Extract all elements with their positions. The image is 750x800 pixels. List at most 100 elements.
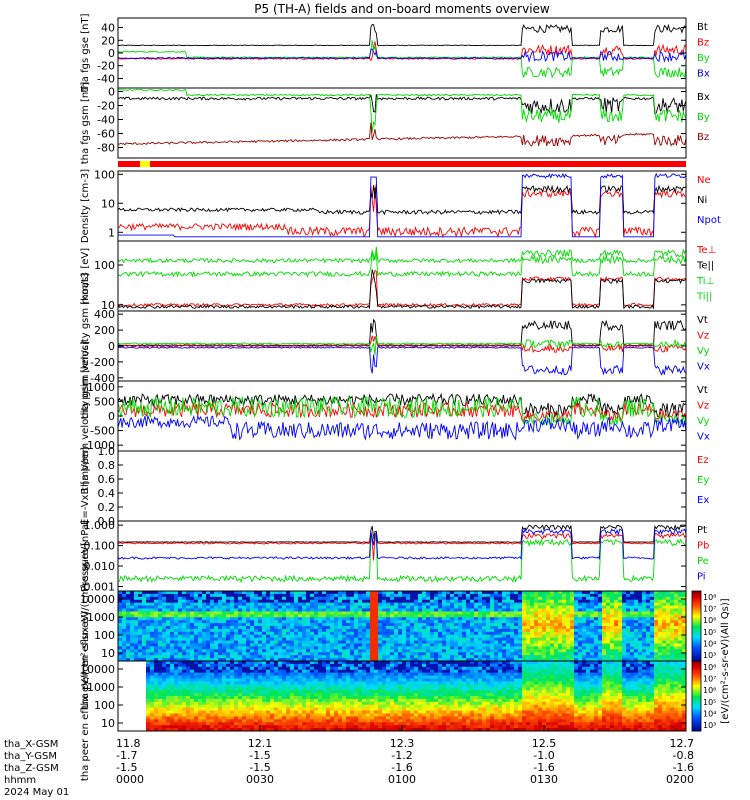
colorbar-tick-label: 10⁴ [703,639,716,648]
y-tick-label: 0.2 [98,501,116,514]
x-axis-row-label: hhmm [4,775,36,786]
y-tick-label: -20 [97,60,115,73]
series-line-temperature-1 [118,269,686,310]
x-tick-label: -1.5 [116,761,137,774]
y-axis-label: tha fgs gsm [nT] [80,82,91,165]
colorbar-label: [eV/(cm²-s-sr-eV)(All Qs)] [720,598,731,723]
series-line-density-1 [118,184,686,216]
colorbar: 10⁸ 10⁷ 10⁶ 10⁵ 10⁴ 10³ 10⁸ 10⁷ 10⁶ 10⁵ 10⁴ 10³ [eV/… [691,590,731,732]
x-tick-label: -1.5 [249,749,270,762]
x-tick-label: -1.6 [673,761,694,774]
x-tick-label: -1.7 [116,749,137,762]
legend-entry: Ex [697,495,709,506]
legend-entry: Vt [697,315,708,326]
legend-entry: Npot [697,215,721,226]
y-tick-label: 1000 [87,381,115,394]
panel-peir_en_eflux: 10000 1000 100 10 tha peir en eflux eV/(cm²-… [80,542,687,709]
y-tick-label: 100 [94,259,115,272]
x-axis: tha_X-GSM 11.8 12.1 12.3 12.5 12.7 tha_Y-GSM -1… [4,725,694,798]
figure-title: P5 (TH-A) fields and on-board moments ov… [254,2,550,16]
series-line-temperature-3 [118,251,686,278]
y-tick-label: 0.0 [98,515,116,528]
x-tick-label: 0000 [116,773,144,786]
legend-entry: Bx [697,92,710,103]
x-tick-label: -1.5 [249,761,270,774]
legend-entry: Pb [697,541,709,552]
y-tick-label: 40 [101,22,115,35]
y-tick-label: 10000 [80,663,115,676]
y-tick-label: 500 [94,395,115,408]
y-axis-label: E=-VxB [mV/m] [80,447,91,525]
x-axis-row-label: tha_Y-GSM [4,751,57,762]
colorbar-tick-label: 10⁴ [703,709,716,718]
y-tick-label: 0.4 [98,487,116,500]
y-tick-label: 0.010 [84,560,116,573]
y-axis-label: moat3 [eV] [80,248,91,304]
legend-entry: Vz [697,401,709,412]
legend-entry: Pe [697,556,709,567]
y-tick-label: -80 [97,142,115,155]
series-line-peem_velocity-3 [118,414,686,441]
y-tick-label: 0 [108,86,115,99]
y-tick-label: -20 [97,100,115,113]
colorbar-tick-label: 10⁷ [703,605,716,614]
colorbar-electron: 10⁸ 10⁷ 10⁶ 10⁵ 10⁴ 10³ [691,660,716,732]
series-line-fgs_gse-1 [118,41,686,62]
legend-entry: By [697,53,710,64]
series-line-temperature-0 [118,269,686,308]
legend-entry: Ti⊥ [696,276,714,287]
y-tick-label: 400 [94,308,115,321]
panel-efield: 1.00.80.60.40.20.0 E=-VxB [mV/m] Ez Ey Ex [80,445,709,528]
legend-entry: Vz [697,331,709,342]
series-line-fgs_gsm-2 [118,122,686,147]
legend-entry: Vx [697,432,710,443]
y-tick-label: 0 [108,410,115,423]
x-tick-label: -1.6 [533,761,554,774]
legend-entry: Te⊥ [696,245,716,256]
panel-frame [117,87,687,159]
legend-entry: Bz [697,132,709,143]
colorbar-tick-label: 10⁶ [703,686,716,695]
series-line-temperature-2 [118,246,686,264]
series-line-peim_velocity-1 [118,335,686,353]
series-line-pressure-3 [118,528,686,561]
y-tick-label: 1000 [87,611,115,624]
y-tick-label: 0 [108,340,115,353]
series-line-pressure-0 [118,524,686,543]
colorbar-tick-label: 10³ [703,651,716,660]
series-line-fgs_gsm-0 [118,93,686,115]
y-axis-label: tha peim velocity gsm [km/s] [80,273,91,420]
series-line-peim_velocity-3 [118,346,686,376]
y-tick-label: 1.0 [98,445,116,458]
y-tick-label: 1 [108,226,115,239]
colorbar-tick-label: 10⁷ [703,675,716,684]
series-line-peim_velocity-0 [118,318,686,347]
legend-entry: Bx [697,69,710,80]
colorbar-tick-label: 10⁵ [703,628,716,637]
legend-entry: Bt [697,22,708,33]
legend-entry: Vy [697,416,710,427]
legend-entry: Te|| [696,261,714,272]
y-axis-label: Density [cm-3] [80,169,91,243]
y-tick-label: 1.000 [84,519,116,532]
x-axis-row-label: tha_Z-GSM [4,763,59,774]
colorbar-tick-label: 10⁵ [703,698,716,707]
y-tick-label: 10 [101,197,115,210]
y-tick-label: 10 [101,717,115,730]
y-tick-label: 100 [94,629,115,642]
y-tick-label: 20 [101,34,115,47]
legend-entry: By [697,112,710,123]
x-tick-label: 0130 [530,773,558,786]
legend-entry: Bz [697,38,709,49]
series-line-fgs_gsm-1 [118,88,686,133]
y-tick-label: 100 [94,168,115,181]
colorbar-tick-label: 10⁶ [703,616,716,625]
y-tick-label: 1000 [87,681,115,694]
legend-entry: Ti|| [696,292,712,303]
y-tick-label: 10 [101,647,115,660]
